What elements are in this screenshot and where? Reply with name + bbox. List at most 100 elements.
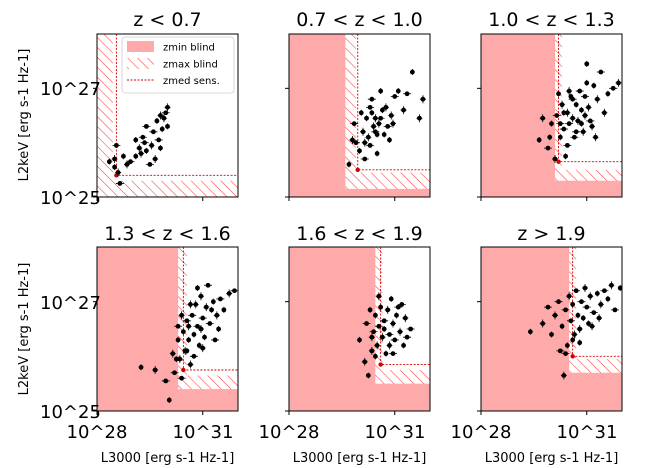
panel-plot-area — [481, 34, 642, 197]
x-tick-label-28: 10^28 — [259, 422, 320, 443]
data-point — [561, 373, 567, 378]
data-point — [112, 164, 118, 170]
panel-frame — [480, 246, 623, 412]
data-point — [367, 104, 373, 110]
data-point — [584, 61, 590, 67]
data-point — [582, 285, 588, 291]
data-point — [397, 329, 403, 335]
data-point — [143, 123, 149, 129]
data-point — [561, 126, 567, 132]
data-point — [226, 291, 232, 296]
data-point — [188, 362, 193, 367]
data-point — [142, 140, 147, 146]
data-point — [140, 134, 146, 140]
data-point — [195, 323, 200, 329]
data-point — [385, 123, 391, 129]
panel-frame — [96, 33, 239, 198]
data-point — [605, 91, 611, 97]
y-tick-label-27: 10^27 — [40, 79, 101, 100]
panel-plot-area — [481, 247, 622, 411]
zmin-blind-region — [289, 247, 430, 411]
x-tick-label-31: 10^31 — [365, 422, 426, 443]
zmed-marker — [570, 354, 575, 359]
data-point — [609, 282, 614, 288]
data-point — [566, 293, 572, 299]
data-point — [362, 156, 368, 162]
data-point — [378, 115, 384, 121]
x-axis-label: L3000 [erg s-1 Hz-1] — [101, 451, 235, 466]
data-point — [637, 53, 642, 58]
data-point — [601, 288, 607, 294]
data-point — [579, 299, 584, 305]
data-point — [387, 343, 392, 348]
data-point — [165, 104, 170, 110]
data-point — [540, 321, 546, 326]
x-axis-label: L3000 [erg s-1 Hz-1] — [485, 451, 619, 466]
data-point — [203, 304, 209, 310]
data-point — [556, 91, 561, 97]
data-point — [232, 288, 237, 294]
panel-frame — [480, 33, 623, 198]
data-point — [156, 137, 162, 143]
data-point — [566, 88, 572, 94]
data-point — [147, 162, 153, 167]
scatter-points — [346, 69, 440, 168]
data-point — [395, 304, 401, 310]
data-point — [191, 353, 197, 359]
zmax-inner-cover — [562, 34, 622, 170]
data-point — [353, 140, 359, 146]
zmed-marker — [355, 167, 360, 173]
data-point — [573, 129, 579, 135]
data-point — [369, 110, 375, 116]
data-point — [221, 307, 227, 313]
data-point — [557, 348, 563, 354]
data-point — [559, 102, 565, 108]
data-point — [378, 304, 384, 310]
zmed-marker — [181, 367, 186, 373]
data-point — [561, 110, 567, 116]
data-point — [601, 110, 607, 116]
data-point — [536, 137, 542, 143]
panel-frame — [288, 33, 431, 198]
data-point — [385, 307, 391, 313]
data-point — [390, 121, 396, 127]
data-point — [417, 115, 422, 121]
data-point — [549, 332, 554, 337]
data-point — [372, 115, 378, 121]
data-point — [357, 148, 362, 154]
data-point — [573, 102, 579, 108]
zmed-marker — [378, 362, 383, 367]
data-point — [563, 351, 568, 356]
data-point — [362, 359, 368, 365]
data-point — [186, 337, 192, 343]
x-tick-label-31: 10^31 — [557, 422, 618, 443]
axis-labels: L2keV [erg s-1 Hz-1] L2keV [erg s-1 Hz-1… — [17, 49, 618, 466]
y-tick-base: 10^27 — [40, 79, 101, 100]
data-point — [582, 94, 588, 99]
data-point — [198, 326, 204, 332]
data-point — [367, 142, 373, 148]
data-point — [121, 153, 126, 159]
data-point — [212, 337, 218, 343]
data-point — [195, 285, 200, 291]
data-point — [579, 107, 584, 113]
data-point — [420, 96, 426, 102]
data-point — [163, 378, 169, 384]
data-point — [598, 302, 604, 307]
panel-1: z < 0.7 zmin blind zmax blind zmed sens. — [96, 9, 239, 198]
data-point — [435, 89, 440, 94]
data-point — [387, 332, 392, 337]
zmed-marker — [556, 159, 561, 164]
y-tick-base: 10^27 — [40, 293, 101, 314]
x-tick-label-28: 10^28 — [451, 422, 512, 443]
data-point — [545, 304, 551, 310]
data-point — [214, 312, 220, 318]
data-point — [527, 329, 533, 335]
zmin-blind-region — [481, 34, 622, 197]
data-point — [200, 345, 206, 351]
data-point — [152, 367, 158, 373]
data-point — [573, 288, 579, 294]
y-tick-base: 10^25 — [40, 402, 101, 423]
data-point — [552, 156, 558, 162]
panel-title: 1.3 < z < 1.6 — [104, 223, 230, 245]
